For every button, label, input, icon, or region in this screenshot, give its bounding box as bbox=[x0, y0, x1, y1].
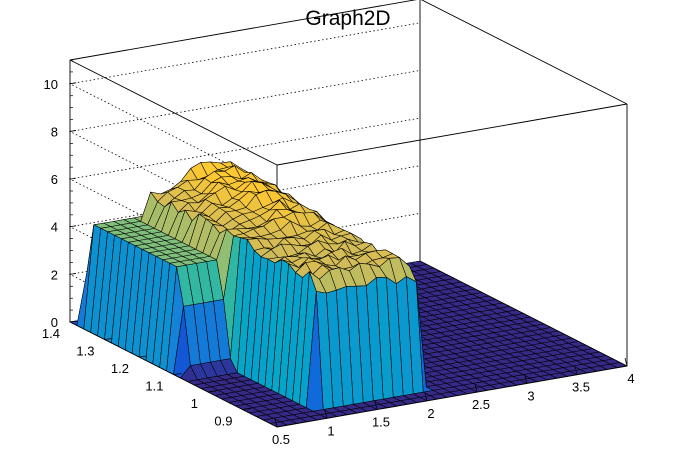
x-tick bbox=[324, 410, 328, 419]
tick-label: 4 bbox=[51, 220, 58, 235]
axis-line bbox=[419, 260, 628, 367]
surface-plot bbox=[69, 161, 628, 428]
frame-edge bbox=[276, 103, 628, 166]
tick-label: 0.9 bbox=[214, 414, 232, 429]
z-tick bbox=[69, 177, 77, 180]
x-tick bbox=[374, 401, 378, 410]
y-tick bbox=[207, 390, 217, 393]
tick-label: 4 bbox=[627, 371, 634, 386]
tick-label: 1.1 bbox=[145, 379, 163, 394]
x-tick bbox=[524, 375, 528, 384]
tick-label: 1 bbox=[327, 423, 334, 438]
tick-label: 2 bbox=[51, 267, 58, 282]
y-tick bbox=[173, 373, 182, 375]
tick-label: 1.4 bbox=[42, 326, 60, 341]
tick-label: 2.5 bbox=[472, 397, 490, 412]
tick-label: 0 bbox=[51, 315, 58, 330]
chart-title: Graph2D bbox=[305, 7, 390, 30]
frame-edge bbox=[420, 0, 628, 105]
z-tick bbox=[69, 82, 77, 85]
tick-label: 3 bbox=[527, 388, 534, 403]
tick-label: 8 bbox=[51, 124, 58, 139]
tick-label: 2 bbox=[427, 406, 434, 421]
tick-label: 10 bbox=[44, 77, 58, 92]
tick-label: 1.5 bbox=[372, 415, 390, 430]
y-tick bbox=[138, 355, 148, 358]
z-gridline bbox=[68, 22, 421, 190]
z-tick bbox=[69, 130, 77, 132]
y-tick bbox=[242, 408, 251, 410]
axis-line bbox=[276, 365, 628, 428]
tick-label: 1.2 bbox=[111, 361, 129, 376]
x-tick bbox=[574, 366, 578, 375]
frame-edge bbox=[69, 59, 278, 166]
y-tick bbox=[69, 320, 79, 323]
tick-label: 0.5 bbox=[272, 432, 290, 447]
tick-label: 1 bbox=[191, 396, 198, 411]
x-tick bbox=[424, 392, 428, 401]
axis-ticks: 0 2 4 6 8 10 0.5 1 1.5 2 2.5 3 3.5 4 0.9 1 1.1 1.2 1.3 1.4 bbox=[42, 59, 635, 447]
tick-label: 1.3 bbox=[76, 344, 94, 359]
tick-label: 6 bbox=[51, 172, 58, 187]
x-tick bbox=[474, 384, 478, 393]
z-tick bbox=[69, 272, 77, 275]
z-tick bbox=[69, 225, 77, 228]
x-tick bbox=[624, 357, 628, 367]
y-tick bbox=[104, 338, 113, 340]
tick-label: 3.5 bbox=[572, 380, 590, 395]
frame-edge bbox=[69, 0, 417, 61]
x-tick bbox=[274, 418, 278, 428]
front-frame bbox=[69, 0, 628, 428]
